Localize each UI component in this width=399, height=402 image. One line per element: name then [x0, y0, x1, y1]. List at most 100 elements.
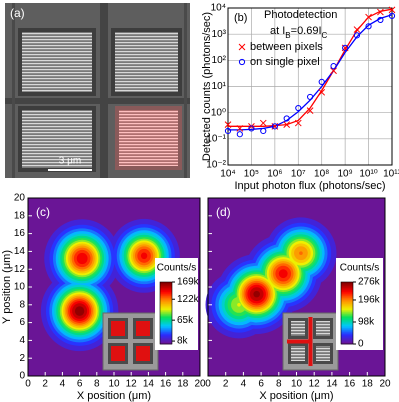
colorbar-slice: [160, 332, 172, 335]
y-tick-label: 10²: [212, 55, 227, 66]
y-tick-label: 12: [14, 264, 26, 275]
colorbar-tick-label: 196k: [358, 295, 381, 306]
x-tick-label: 10⁸: [314, 169, 329, 180]
pixel-meander: [119, 110, 178, 166]
colorbar-slice: [160, 320, 172, 323]
panel-label: (b): [234, 12, 247, 24]
x-tick-label: 4: [60, 379, 66, 390]
x-tick-label: 10⁴: [220, 169, 235, 180]
colorbar-slice: [341, 304, 353, 307]
colorbar-slice: [160, 282, 172, 285]
y-axis-title: Detected counts (photons/sec): [201, 12, 213, 161]
colorbar-tick-label: 122k: [177, 294, 200, 305]
colorbar-slice: [160, 326, 172, 329]
colorbar-slice: [160, 288, 172, 291]
y-tick-label: 18: [14, 210, 26, 221]
intensity-contour: [299, 251, 303, 255]
x-tick-label: 10⁹: [337, 169, 352, 180]
x-tick-label: 12: [309, 379, 321, 390]
colorbar-slice: [341, 282, 353, 285]
legend-swatch: [238, 43, 246, 51]
y-tick-label: 6: [19, 317, 25, 328]
y-tick-label: 10¹: [212, 81, 227, 92]
inset-meander: [291, 321, 305, 336]
point: [377, 8, 384, 16]
x-tick-label: 6: [77, 379, 83, 390]
y-axis-title: Y position (μm): [1, 250, 13, 324]
annotation: at IB=0.69IC: [270, 25, 328, 40]
colorbar-frame: [159, 281, 173, 345]
colorbar-slice: [160, 304, 172, 307]
x-tick-label: 20: [194, 379, 206, 390]
legend-label: on single pixel: [250, 56, 320, 68]
point: [388, 12, 396, 19]
y-tick-label: 10⁻¹: [206, 133, 226, 144]
y-tick-label: 2: [19, 353, 25, 364]
colorbar-slice: [160, 318, 172, 321]
y-tick-label: 4: [19, 335, 25, 346]
colorbar-slice: [160, 302, 172, 305]
point: [248, 122, 255, 130]
x-tick-label: 10: [108, 379, 120, 390]
x-tick-label: 10⁶: [267, 169, 282, 180]
point: [307, 93, 314, 101]
plot-frame: [27, 197, 201, 377]
fit-line: [228, 14, 393, 131]
colorbar-slice: [341, 336, 353, 339]
colorbar-slice: [160, 296, 172, 299]
colorbar-slice: [341, 318, 353, 321]
colorbar-tick-label: 8k: [177, 336, 189, 347]
point: [353, 26, 361, 33]
colorbar-slice: [341, 328, 353, 331]
colorbar-slice: [341, 288, 353, 291]
colorbar-slice: [341, 286, 353, 289]
point: [353, 32, 361, 39]
panel-label: (a): [10, 6, 25, 20]
y-tick-label: 14: [14, 246, 26, 257]
colorbar-slice: [160, 336, 172, 339]
y-tick-label: 10³: [212, 29, 227, 40]
colorbar-slice: [341, 300, 353, 303]
x-tick-label: 0: [205, 379, 211, 390]
colorbar-title: Counts/s: [157, 263, 196, 274]
y-tick-label: 10⁴: [211, 3, 226, 14]
point: [365, 23, 372, 30]
colorbar-slice: [341, 306, 353, 309]
point: [283, 115, 290, 122]
point: [260, 127, 267, 135]
inset-meander: [291, 346, 305, 361]
sem-image: (a) 3 μm: [5, 3, 190, 178]
panel-label: (c): [36, 205, 50, 219]
colorbar-slice: [341, 296, 353, 299]
inset-meander: [111, 321, 125, 336]
colorbar-slice: [341, 314, 353, 317]
x-tick-label: 14: [326, 379, 338, 390]
x-tick-label: 16: [344, 379, 356, 390]
wire: [100, 3, 108, 178]
panel-label: (d): [216, 205, 231, 219]
point: [377, 16, 384, 24]
x-tick-label: 10⁵: [244, 169, 259, 180]
legend-swatch: [238, 58, 246, 66]
y-tick-label: 8: [19, 299, 25, 310]
x-axis-title: X position (μm): [77, 390, 151, 402]
x-tick-label: 4: [241, 379, 247, 390]
plot-frame: [227, 7, 393, 166]
point: [224, 121, 232, 128]
pixel-meander: [22, 110, 92, 168]
colorbar-slice: [160, 314, 172, 317]
colorbar-slice: [160, 322, 172, 325]
colorbar-slice: [341, 332, 353, 335]
x-axis-title: X position (μm): [259, 390, 333, 402]
intensity-contour: [237, 302, 241, 307]
colorbar-slice: [341, 342, 353, 345]
colorbar-tick-label: 276k: [358, 277, 381, 288]
colorbar-slice: [160, 286, 172, 289]
x-tick-label: 18: [362, 379, 374, 390]
x-tick-label: 6: [258, 379, 264, 390]
y-tick-label: 20: [14, 193, 26, 204]
point: [318, 88, 326, 96]
colorbar-slice: [160, 316, 172, 319]
point: [365, 13, 372, 21]
